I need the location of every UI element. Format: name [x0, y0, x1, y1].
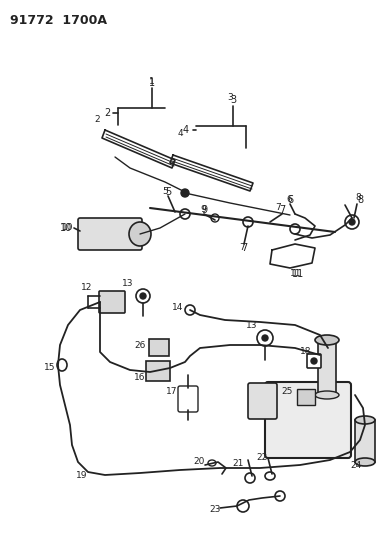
- Text: 12: 12: [81, 284, 93, 293]
- Text: 11: 11: [292, 269, 304, 279]
- Text: 23: 23: [209, 505, 221, 514]
- Text: 14: 14: [172, 303, 184, 311]
- Ellipse shape: [129, 222, 151, 246]
- Text: 3: 3: [230, 95, 236, 105]
- Bar: [318, 340, 336, 395]
- FancyBboxPatch shape: [99, 291, 125, 313]
- Circle shape: [243, 217, 253, 227]
- Text: 11: 11: [290, 270, 302, 279]
- Text: 26: 26: [134, 341, 146, 350]
- Text: 16: 16: [134, 374, 146, 383]
- Ellipse shape: [355, 416, 375, 424]
- Text: 22: 22: [256, 454, 268, 463]
- Circle shape: [140, 293, 146, 299]
- Ellipse shape: [315, 391, 339, 399]
- Text: 1: 1: [149, 78, 155, 88]
- Text: 4: 4: [183, 125, 189, 135]
- Text: 25: 25: [281, 387, 293, 397]
- Circle shape: [311, 358, 317, 364]
- Text: 9: 9: [200, 205, 206, 214]
- Circle shape: [136, 289, 150, 303]
- Text: 17: 17: [166, 387, 178, 397]
- Circle shape: [180, 209, 190, 219]
- Ellipse shape: [265, 472, 275, 480]
- Text: 10: 10: [60, 223, 72, 233]
- Circle shape: [181, 189, 189, 197]
- Text: 91772  1700A: 91772 1700A: [10, 14, 107, 27]
- Text: 9: 9: [201, 205, 207, 215]
- Text: 2: 2: [104, 108, 110, 118]
- FancyBboxPatch shape: [178, 386, 198, 412]
- Text: 8: 8: [355, 193, 361, 203]
- Circle shape: [345, 215, 359, 229]
- Text: 6: 6: [287, 195, 293, 205]
- Text: 7: 7: [239, 243, 245, 252]
- Ellipse shape: [208, 460, 216, 466]
- Text: 19: 19: [76, 472, 88, 481]
- FancyBboxPatch shape: [307, 354, 321, 368]
- Text: 13: 13: [122, 279, 134, 287]
- Text: 7: 7: [241, 243, 247, 253]
- Ellipse shape: [355, 458, 375, 466]
- Bar: [355, 420, 375, 462]
- Text: 7: 7: [275, 204, 281, 213]
- Text: 6: 6: [286, 196, 292, 205]
- Text: 1: 1: [149, 77, 155, 86]
- Text: 7: 7: [279, 205, 285, 215]
- FancyBboxPatch shape: [146, 361, 170, 381]
- Text: 4: 4: [177, 130, 183, 139]
- Circle shape: [349, 219, 355, 225]
- Circle shape: [211, 214, 219, 222]
- Circle shape: [237, 500, 249, 512]
- Text: 15: 15: [44, 364, 56, 373]
- Text: 8: 8: [357, 195, 363, 205]
- Ellipse shape: [57, 359, 67, 371]
- FancyBboxPatch shape: [297, 389, 315, 405]
- Text: 2: 2: [94, 116, 100, 125]
- Circle shape: [185, 305, 195, 315]
- Text: 5: 5: [165, 187, 171, 197]
- Circle shape: [275, 491, 285, 501]
- Text: 18: 18: [300, 348, 312, 357]
- Circle shape: [262, 335, 268, 341]
- Text: 10: 10: [62, 223, 74, 232]
- Circle shape: [290, 224, 300, 234]
- Text: 20: 20: [193, 457, 205, 466]
- Text: 21: 21: [232, 459, 244, 469]
- FancyBboxPatch shape: [149, 339, 169, 356]
- Circle shape: [245, 473, 255, 483]
- Ellipse shape: [315, 335, 339, 345]
- Text: 3: 3: [227, 93, 233, 101]
- Text: 5: 5: [162, 187, 168, 196]
- FancyBboxPatch shape: [248, 383, 277, 419]
- FancyBboxPatch shape: [78, 218, 142, 250]
- Text: 24: 24: [350, 462, 362, 471]
- Text: 13: 13: [246, 320, 258, 329]
- Circle shape: [257, 330, 273, 346]
- FancyBboxPatch shape: [265, 382, 351, 458]
